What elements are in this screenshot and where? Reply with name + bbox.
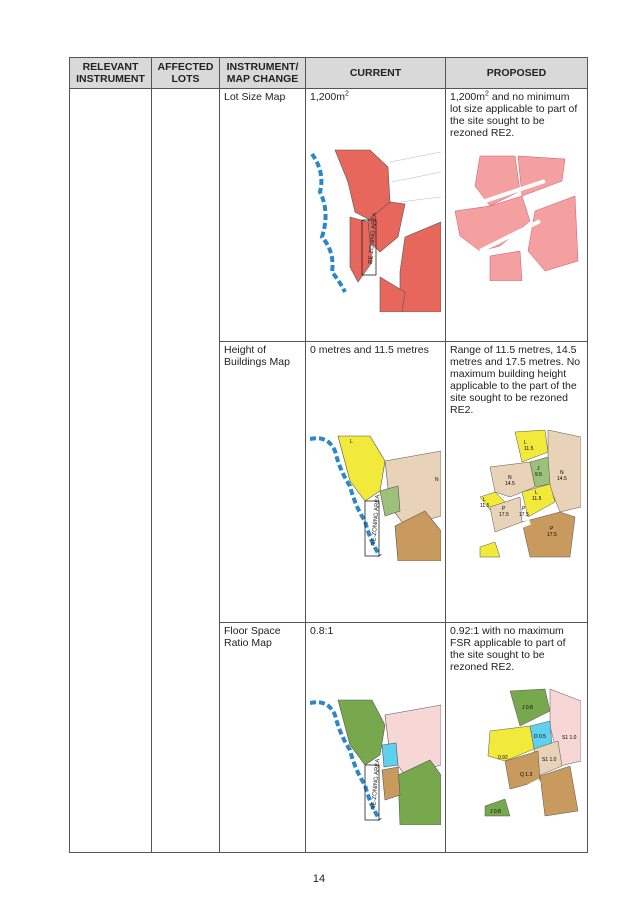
affected-lots-cell <box>151 88 220 853</box>
header-relevant-instrument: RELEVANT INSTRUMENT <box>69 57 152 89</box>
svg-text:J 0.8: J 0.8 <box>490 809 501 815</box>
header-current: CURRENT <box>305 57 446 89</box>
current-text: 0.8:1 <box>310 625 334 637</box>
svg-text:P: P <box>502 506 506 512</box>
header-instrument-map-change: INSTRUMENT/ MAP CHANGE <box>219 57 306 89</box>
svg-text:P: P <box>550 526 554 532</box>
current-cell: 1,200m2 RE-ZONING AREA <box>305 88 446 342</box>
svg-text:RE-ZONING AREA: RE-ZONING AREA <box>368 213 378 265</box>
proposed-cell: 0.92:1 with no maximum FSR applicable to… <box>445 622 588 853</box>
svg-text:0.92: 0.92 <box>498 755 508 761</box>
header-row: RELEVANT INSTRUMENT AFFECTED LOTS INSTRU… <box>69 57 588 89</box>
proposed-text: 1,200m2 and no minimum lot size applicab… <box>450 90 578 140</box>
svg-text:L: L <box>483 497 486 503</box>
svg-text:J: J <box>537 466 540 472</box>
svg-text:17.5: 17.5 <box>519 512 529 518</box>
proposed-fsr-map: J 0.8 D 0.5 S1 1.0 S1 1.0 0.92 Q 1.3 J 0… <box>478 688 581 817</box>
svg-text:S1 1.0: S1 1.0 <box>542 757 557 763</box>
map-change-label: Height of Buildings Map <box>224 344 290 368</box>
planning-changes-table: RELEVANT INSTRUMENT AFFECTED LOTS INSTRU… <box>69 57 588 853</box>
current-cell: 0.8:1 RE-ZONING AREA <box>305 622 446 853</box>
proposed-lot-size-map <box>454 155 579 281</box>
proposed-text: 0.92:1 with no maximum FSR applicable to… <box>450 625 566 673</box>
current-fsr-map: RE-ZONING AREA <box>310 699 441 825</box>
map-change-cell: Lot Size Map <box>219 88 306 342</box>
header-affected-lots: AFFECTED LOTS <box>151 57 220 89</box>
map-change-cell: Height of Buildings Map <box>219 341 306 623</box>
svg-text:17.5: 17.5 <box>499 512 509 518</box>
current-cell: 0 metres and 11.5 metres RE-ZONING AREA … <box>305 341 446 623</box>
table-row-height-of-buildings: Height of Buildings Map 0 metres and 11.… <box>70 341 588 623</box>
svg-text:17.5: 17.5 <box>547 532 557 538</box>
map-change-label: Lot Size Map <box>224 91 286 103</box>
proposed-cell: 1,200m2 and no minimum lot size applicab… <box>445 88 588 342</box>
svg-text:11.5: 11.5 <box>532 496 542 502</box>
svg-text:Q 1.3: Q 1.3 <box>520 772 532 778</box>
svg-text:14.5: 14.5 <box>557 476 567 482</box>
proposed-height-map: L 11.5 J 9.5 N 14.5 N 14.5 L 11.5 L 11.5… <box>473 429 581 558</box>
svg-text:L: L <box>524 440 527 446</box>
svg-text:11.5: 11.5 <box>524 446 534 452</box>
table-row-lot-size: Lot Size Map 1,200m2 RE-ZONING AREA 1,20 <box>69 88 588 853</box>
table-row-floor-space-ratio: Floor Space Ratio Map 0.8:1 RE-ZONING AR… <box>70 622 588 853</box>
svg-text:N: N <box>435 477 439 483</box>
page-number: 14 <box>312 873 326 885</box>
map-change-cell: Floor Space Ratio Map <box>219 622 306 853</box>
svg-text:P: P <box>522 506 526 512</box>
current-lot-size-map: RE-ZONING AREA <box>310 149 441 312</box>
map-change-label: Floor Space Ratio Map <box>224 625 281 649</box>
svg-text:S1 1.0: S1 1.0 <box>562 735 577 741</box>
svg-text:RE-ZONING AREA: RE-ZONING AREA <box>371 495 381 547</box>
proposed-text: Range of 11.5 metres, 14.5 metres and 17… <box>450 344 581 416</box>
svg-text:L: L <box>535 490 538 496</box>
current-text: 1,200m2 <box>310 90 349 104</box>
current-text: 0 metres and 11.5 metres <box>310 344 429 356</box>
relevant-instrument-cell <box>69 88 152 853</box>
svg-text:N: N <box>560 470 564 476</box>
current-height-map: RE-ZONING AREA L N <box>310 435 441 561</box>
svg-text:RE-ZONING AREA: RE-ZONING AREA <box>371 759 381 811</box>
svg-text:L: L <box>350 439 353 445</box>
svg-text:11.5: 11.5 <box>480 503 490 509</box>
svg-text:9.5: 9.5 <box>535 472 542 478</box>
header-proposed: PROPOSED <box>445 57 588 89</box>
svg-text:J 0.8: J 0.8 <box>522 705 533 711</box>
svg-text:D 0.5: D 0.5 <box>534 734 546 740</box>
proposed-cell: Range of 11.5 metres, 14.5 metres and 17… <box>445 341 588 623</box>
svg-text:14.5: 14.5 <box>505 481 515 487</box>
svg-text:N: N <box>508 475 512 481</box>
